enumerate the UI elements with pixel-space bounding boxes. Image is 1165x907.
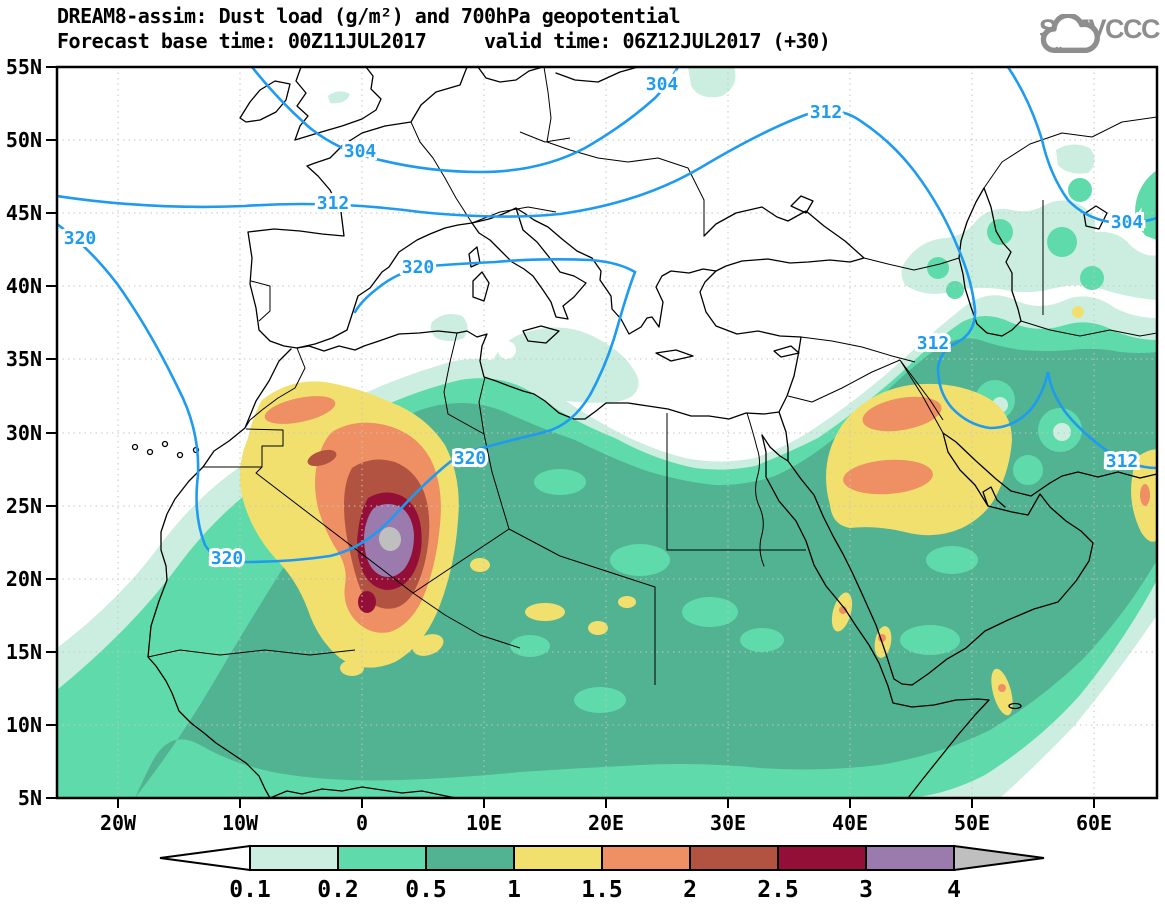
lat-tick-label: 5N <box>18 786 42 810</box>
colorbar-label-1.5: 1.5 <box>581 877 623 903</box>
lon-tick-label: 10E <box>466 811 502 835</box>
contour-label-320: 320 <box>211 548 244 569</box>
contour-label-312: 312 <box>317 193 350 214</box>
seevccc-logo: » SEEVCCC <box>1039 14 1161 58</box>
contour-label-304: 304 <box>1111 212 1144 233</box>
colorbar-label-4: 4 <box>947 877 961 903</box>
contour-label-312: 312 <box>810 102 843 123</box>
svg-text:»: » <box>1055 41 1064 58</box>
colorbar-cell-0.5 <box>425 845 515 871</box>
geopotential-contours <box>57 67 1157 564</box>
colorbar-label-0.1: 0.1 <box>229 877 271 903</box>
lat-tick-label: 45N <box>6 201 42 225</box>
contour-304-east <box>1006 67 1157 225</box>
contour-label-312: 312 <box>1106 451 1139 472</box>
colorbar-cell-0.2 <box>337 845 427 871</box>
lon-tick-label: 20W <box>100 811 137 835</box>
colorbar: 0.1 0.2 0.5 1 1.5 2 2.5 3 4 <box>159 844 1045 903</box>
lon-tick-label: 10W <box>222 811 259 835</box>
colorbar-label-2: 2 <box>683 877 697 903</box>
colorbar-cell-1 <box>513 845 603 871</box>
lat-tick-label: 10N <box>6 713 42 737</box>
colorbar-cell-1.5 <box>601 845 691 871</box>
lon-tick-label: 50E <box>954 811 990 835</box>
contour-label-320: 320 <box>454 448 487 469</box>
contour-320 <box>57 222 637 564</box>
contour-312 <box>57 109 1157 470</box>
colorbar-left-arrow <box>159 844 251 872</box>
colorbar-label-0.5: 0.5 <box>405 877 447 903</box>
contour-label-304: 304 <box>344 141 377 162</box>
coastlines <box>131 67 1157 798</box>
lat-tick-label: 40N <box>6 274 42 298</box>
contour-label-312: 312 <box>917 333 950 354</box>
lat-tick-label: 15N <box>6 640 42 664</box>
contour-label-304: 304 <box>646 74 679 95</box>
contour-labels: 304 304 304 312 312 312 312 320 320 320 320 <box>61 71 1147 572</box>
colorbar-cell-2.5 <box>777 845 867 871</box>
colorbar-label-0.2: 0.2 <box>317 877 359 903</box>
lon-tick-label: 30E <box>710 811 746 835</box>
colorbar-label-3: 3 <box>859 877 873 903</box>
colorbar-cell-3 <box>865 845 955 871</box>
cloud-icon: » <box>1040 14 1100 58</box>
axis-ticks: 55N 50N 45N 40N 35N 30N 25N 20N 15N 10N 5N 20W 10W 0 1… <box>6 55 1112 835</box>
lat-tick-label: 30N <box>6 421 42 445</box>
chart-subtitle: Forecast base time: 00Z11JUL2017 valid t… <box>57 29 831 53</box>
colorbar-label-2.5: 2.5 <box>757 877 799 903</box>
country-borders <box>147 67 1157 685</box>
contour-label-320: 320 <box>402 257 435 278</box>
lon-tick-label: 40E <box>832 811 868 835</box>
lat-tick-label: 35N <box>6 347 42 371</box>
contour-label-320: 320 <box>64 228 97 249</box>
lon-tick-label: 60E <box>1076 811 1112 835</box>
colorbar-label-1: 1 <box>507 877 521 903</box>
lat-tick-label: 50N <box>6 128 42 152</box>
colorbar-right-arrow <box>953 844 1045 872</box>
lat-tick-label: 25N <box>6 494 42 518</box>
dust-level-4 <box>378 527 402 551</box>
lat-tick-label: 20N <box>6 567 42 591</box>
lon-tick-label: 0 <box>356 811 368 835</box>
lat-tick-label: 55N <box>6 55 42 79</box>
colorbar-cell-2 <box>689 845 779 871</box>
colorbar-cell-0.1 <box>249 845 339 871</box>
lon-tick-label: 20E <box>588 811 624 835</box>
chart-title: DREAM8-assim: Dust load (g/m²) and 700hP… <box>57 4 681 28</box>
contour-304-west <box>250 67 680 174</box>
